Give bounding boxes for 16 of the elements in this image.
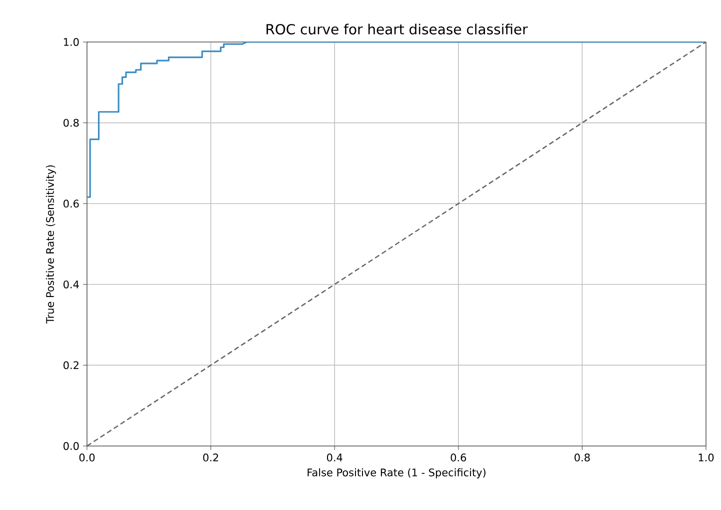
x-tick-label: 0.2 [203,454,218,462]
x-axis-title: False Positive Rate (1 - Specificity) [308,468,486,478]
x-tick-label: 0.6 [450,454,466,462]
x-tick-label: 0.4 [326,454,342,462]
y-tick-label: 0.4 [64,280,79,288]
y-tick-label: 1.0 [64,38,79,46]
x-tick-label: 0.8 [574,454,590,462]
x-tick-label: 1.0 [698,454,714,462]
y-tick-label: 0.8 [64,118,79,127]
x-tick-label: 0.0 [79,454,95,462]
chart-title: ROC curve for heart disease classifier [266,24,528,35]
y-tick-label: 0.0 [64,442,79,450]
y-axis-title: True Positive Rate (Sensitivity) [46,165,56,324]
y-tick-label: 0.6 [64,200,79,208]
y-tick-label: 0.2 [64,361,78,370]
line-series [87,42,706,198]
